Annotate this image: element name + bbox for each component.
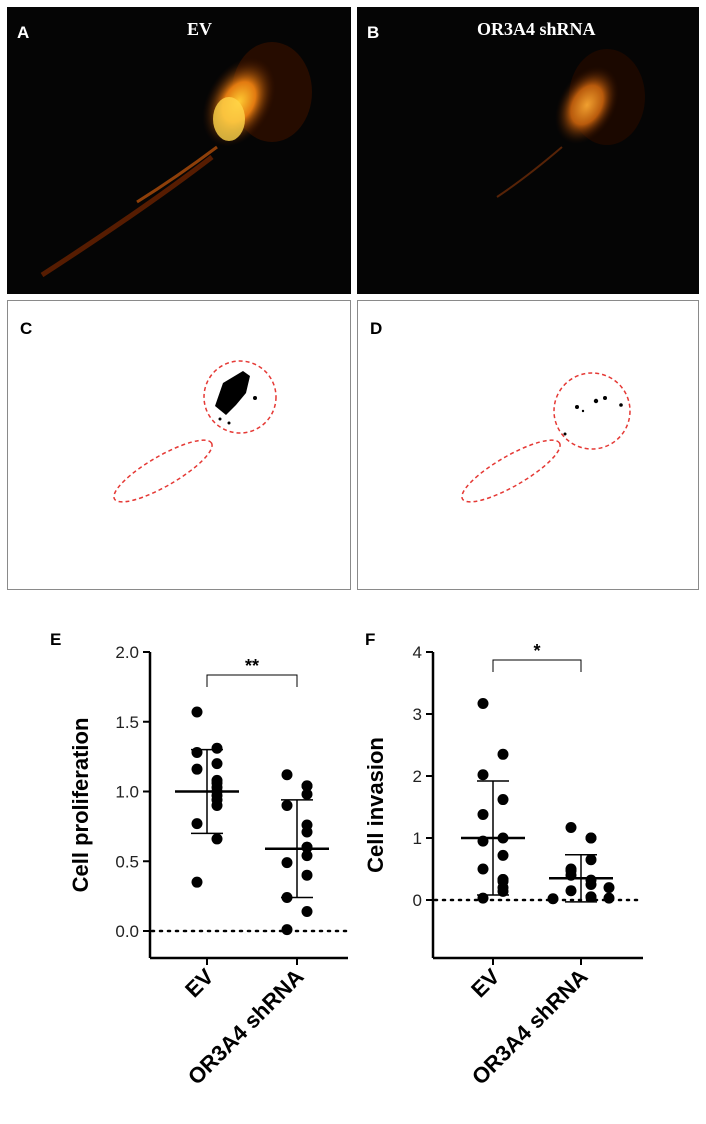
data-point <box>603 882 615 894</box>
thresholded-image-or3a4-shrna: D <box>357 300 699 590</box>
zebrafish-fluorescence-or3a4-shrna <box>496 49 645 198</box>
data-point <box>191 876 203 888</box>
panel-label-a: A <box>17 23 30 42</box>
data-point <box>211 758 223 770</box>
data-point <box>281 799 293 811</box>
data-point <box>301 869 313 881</box>
significance-bracket <box>492 659 582 672</box>
data-point <box>281 857 293 869</box>
y-tick-label: 1.0 <box>115 783 139 802</box>
data-point <box>191 706 203 718</box>
data-point <box>477 769 489 781</box>
significance-bracket <box>206 674 298 687</box>
panel-label-b: B <box>367 23 380 42</box>
panel-label-c: C <box>20 319 33 338</box>
data-point <box>585 854 597 866</box>
data-point <box>497 849 509 861</box>
data-point <box>301 826 313 838</box>
fluorescence-image-ev: A EV <box>7 7 351 294</box>
panel-label-e: E <box>50 630 62 649</box>
zebrafish-fluorescence-ev <box>40 42 312 278</box>
data-point <box>603 892 615 904</box>
panel-label-f: F <box>365 630 376 649</box>
x-category-label: EV <box>180 964 219 1003</box>
y-tick-label: 1.5 <box>115 713 139 732</box>
data-point <box>211 799 223 811</box>
x-category-label: EV <box>466 964 505 1003</box>
panel-title-or3a4-shrna: OR3A4 shRNA <box>477 19 596 39</box>
data-point <box>585 879 597 890</box>
significance-marker: * <box>533 641 540 661</box>
data-point <box>547 893 559 905</box>
data-point <box>301 780 313 792</box>
y-tick-label: 1 <box>413 829 422 848</box>
data-point <box>497 885 509 897</box>
thresholded-image-ev: C <box>7 300 351 590</box>
data-point <box>477 808 489 820</box>
y-tick-label: 0.5 <box>115 852 139 871</box>
data-point <box>281 769 293 781</box>
data-point <box>477 863 489 875</box>
significance-marker: ** <box>245 656 259 676</box>
y-tick-label: 2.0 <box>115 643 139 662</box>
data-point <box>191 746 203 758</box>
data-point <box>585 891 597 903</box>
data-point <box>191 818 203 830</box>
data-point <box>497 794 509 806</box>
fluorescence-image-or3a4-shrna: B OR3A4 shRNA <box>357 7 699 294</box>
panel-label-d: D <box>370 319 383 338</box>
data-point <box>301 788 313 800</box>
data-point <box>211 833 223 845</box>
data-point <box>497 748 509 760</box>
y-tick-label: 3 <box>413 705 422 724</box>
y-axis-label: Cell invasion <box>363 737 388 873</box>
data-point <box>565 885 577 897</box>
data-point <box>301 905 313 917</box>
y-axis-label: Cell proliferation <box>68 718 93 893</box>
data-point <box>301 850 313 862</box>
tumor-region-outline-ev <box>113 360 277 503</box>
y-tick-label: 0 <box>413 891 422 910</box>
tumor-region-outline-or3a4-shrna <box>461 372 631 503</box>
data-point <box>191 763 203 775</box>
y-tick-label: 4 <box>413 643 422 662</box>
y-tick-label: 2 <box>413 767 422 786</box>
data-point <box>281 924 293 936</box>
data-point <box>565 821 577 833</box>
data-point <box>477 697 489 709</box>
data-point <box>301 841 313 853</box>
y-tick-label: 0.0 <box>115 922 139 941</box>
panel-title-ev: EV <box>187 19 213 39</box>
data-point <box>585 832 597 844</box>
data-point <box>211 742 223 754</box>
